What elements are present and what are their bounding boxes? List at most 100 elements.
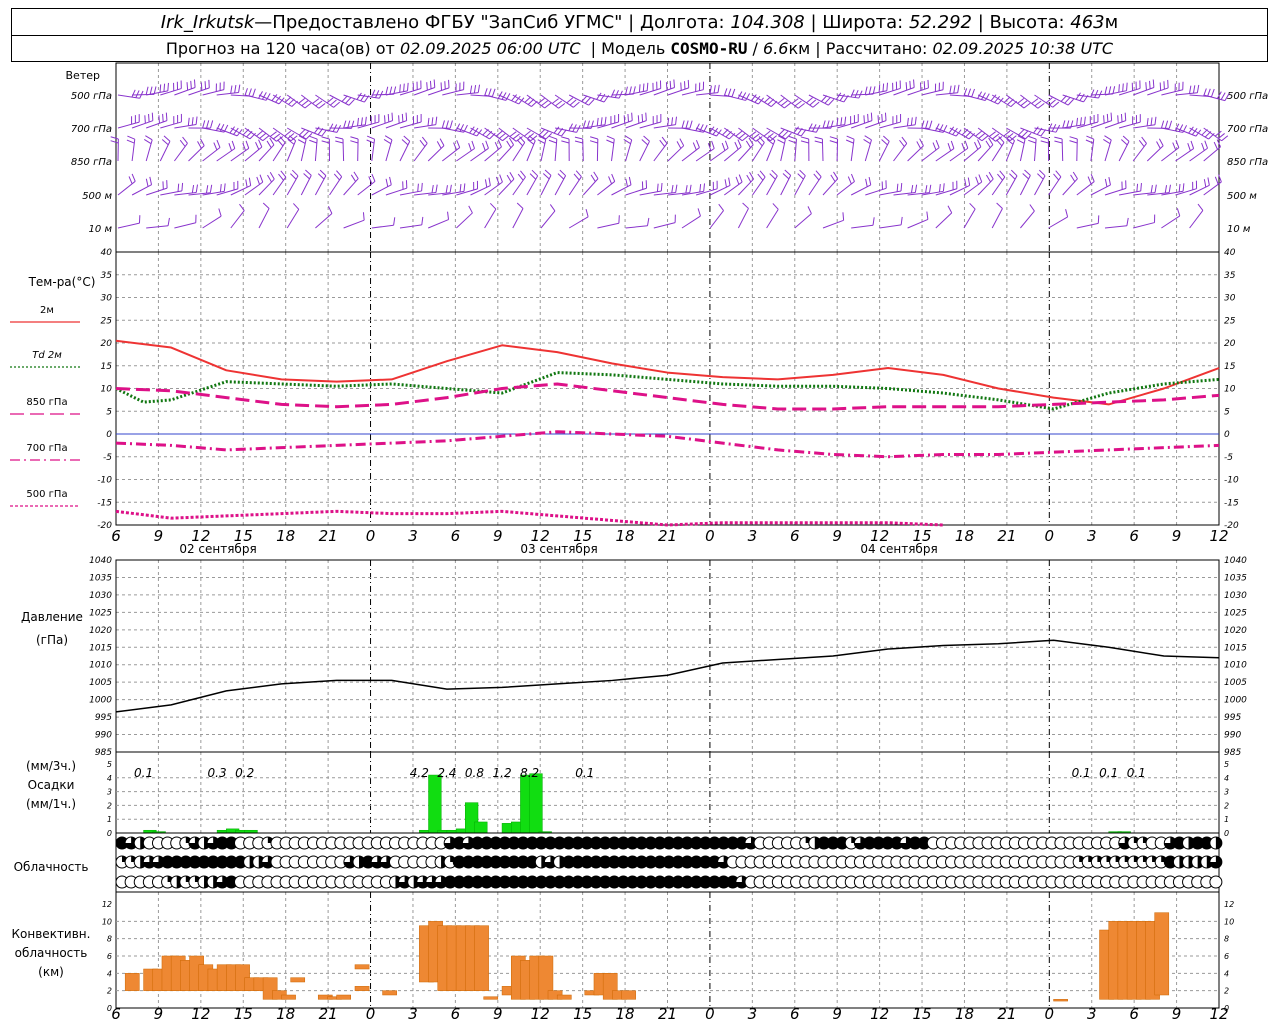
wind-barb-feather: [689, 120, 693, 129]
wind-barb: [173, 143, 188, 162]
wind-barb-feather: [771, 169, 778, 177]
wind-barb-feather: [267, 174, 272, 183]
cloud-fill: [635, 876, 648, 888]
cloud-fill: [343, 856, 356, 868]
wind-barb: [441, 147, 461, 162]
alt-unit: м: [1104, 11, 1119, 33]
x-tick-label: 9: [154, 1005, 164, 1023]
wind-barb-feather: [431, 117, 434, 126]
cloud-fill: [827, 837, 840, 849]
cloud-fill: [526, 876, 539, 888]
wind-barb-feather: [864, 86, 868, 95]
wind-barb-feather: [290, 173, 297, 180]
wind-barb-feather: [1054, 140, 1063, 144]
wind-barb-feather: [921, 120, 925, 129]
precip-tick-left: 2: [107, 801, 112, 810]
wind-barb-feather: [814, 140, 823, 144]
x-tick-label: 12: [870, 527, 889, 545]
precip-tick-right: 0: [1224, 829, 1229, 838]
wind-barb: [399, 141, 411, 162]
wind-barb-feather: [327, 206, 333, 214]
wind-barb-feather: [1216, 139, 1221, 148]
wind-barb-feather: [210, 120, 214, 129]
cloud-fill: [626, 837, 639, 849]
wind-barb-feather: [557, 173, 565, 180]
wind-barb-feather: [766, 132, 774, 139]
cloud-fill: [617, 856, 630, 868]
x-tick-label: 9: [832, 1005, 842, 1023]
cloud-fill: [918, 837, 931, 849]
wind-barb-feather: [689, 184, 692, 193]
wind-barb: [794, 94, 814, 108]
wind-barb-feather: [877, 115, 880, 124]
wind-barb-feather: [1168, 120, 1173, 129]
wind-barb-feather: [757, 173, 764, 181]
x-tick-label: 12: [1209, 527, 1228, 545]
wind-barb-feather: [1192, 85, 1196, 94]
wind-barb-feather: [1108, 177, 1111, 186]
precip-amount: 4.2: [410, 766, 429, 780]
wind-barb-feather: [199, 138, 205, 146]
wind-barb: [625, 225, 648, 229]
wind-barb-feather: [833, 171, 839, 179]
cloud-fill: [590, 876, 603, 888]
wind-barb-feather: [313, 126, 320, 134]
wind-barb-feather: [519, 136, 526, 143]
wind-barb-feather: [258, 139, 263, 148]
conv-bar: [290, 977, 306, 983]
wind-barb-feather: [269, 131, 277, 137]
panel-frame: [115, 891, 1220, 1009]
wind-barb-feather: [981, 135, 989, 142]
wind-barb-feather: [523, 130, 531, 137]
wind-barb-feather: [541, 100, 549, 107]
wind-barb-feather: [1190, 140, 1195, 149]
wind-barb-feather: [219, 184, 222, 193]
wind-barb-feather: [1213, 141, 1218, 150]
wind-barb-feather: [489, 202, 497, 210]
wind-barb-feather: [1174, 123, 1180, 132]
wind-barb-feather: [529, 173, 537, 180]
conv-tick-left: 6: [107, 952, 112, 961]
wind-barb-feather: [1220, 92, 1226, 100]
conv-bar: [336, 994, 351, 1000]
cloud-fill: [662, 837, 675, 849]
wind-barb-feather: [499, 132, 506, 139]
cloud-fill: [571, 876, 584, 888]
x-tick-label: 18: [955, 527, 974, 545]
wind-barb: [752, 142, 765, 162]
wind-barb-feather: [1069, 140, 1078, 144]
wind-barb-feather: [1152, 79, 1155, 88]
wind-barb-feather: [581, 95, 588, 102]
wind-barb: [1189, 210, 1204, 229]
wind-barb-feather: [914, 184, 918, 193]
wind-barb-feather: [259, 174, 264, 183]
cloud-fill: [116, 837, 128, 849]
wind-barb: [695, 127, 717, 137]
x-tick-label: 18: [276, 1005, 295, 1023]
wind-barb-feather: [703, 183, 706, 192]
wind-barb: [343, 219, 365, 229]
wind-barb-feather: [632, 86, 636, 95]
wind-barb-feather: [679, 138, 685, 146]
wind-barb-feather: [555, 100, 563, 107]
wind-barb-feather: [1009, 173, 1016, 180]
y-tick-label-right: 1005: [1224, 678, 1247, 688]
wind-barb-feather: [249, 132, 256, 140]
wind-barb-feather: [925, 120, 929, 129]
wind-barb-feather: [191, 184, 195, 194]
wind-barb-feather: [163, 135, 171, 142]
wind-barb-feather: [426, 82, 428, 91]
wind-barb-feather: [265, 93, 271, 101]
cloud-fill: [453, 856, 466, 868]
wind-barb-feather: [1075, 92, 1081, 100]
conv-tick-left: 0: [107, 1004, 112, 1013]
wind-barb-feather: [167, 217, 170, 226]
wind-barb: [583, 94, 605, 103]
cloud-fill: [216, 876, 229, 888]
conv-bar: [474, 925, 489, 991]
wind-barb-feather: [330, 99, 337, 106]
wind-barb: [314, 175, 327, 196]
wind-barb: [1104, 225, 1127, 229]
wind-barb-feather: [469, 126, 475, 134]
wind-barb-feather: [297, 139, 306, 144]
